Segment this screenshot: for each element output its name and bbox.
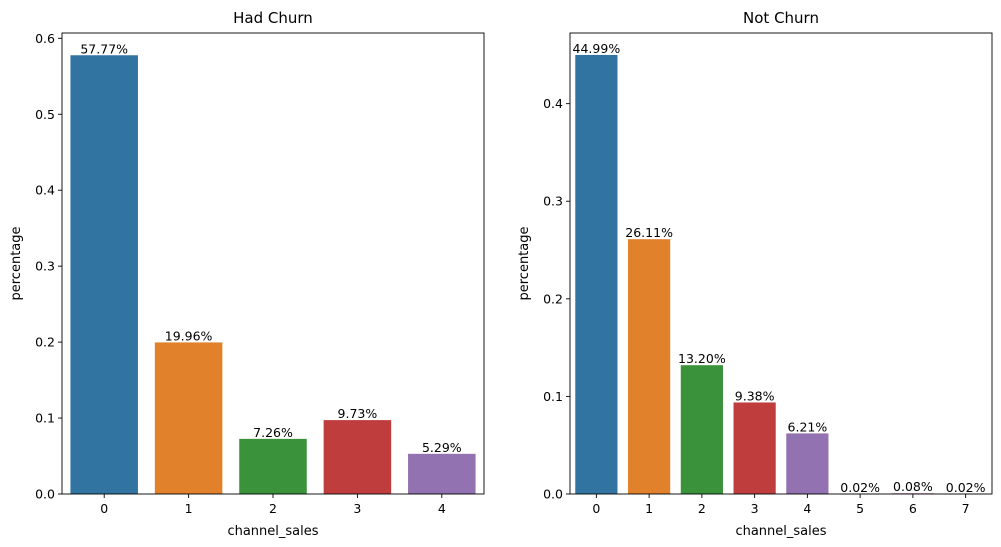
not-churn-bar-3 xyxy=(733,402,776,494)
had-churn-plot-frame xyxy=(61,32,485,495)
had-churn-data-label-2: 7.26% xyxy=(253,425,293,440)
had-churn-data-label-3: 9.73% xyxy=(338,406,378,421)
not-churn-y-tick-label-4: 0.4 xyxy=(543,96,563,111)
not-churn-y-tick-label-0: 0.0 xyxy=(543,487,563,502)
had-churn-x-tick-label-2: 2 xyxy=(269,501,277,516)
had-churn-y-tick-label-3: 0.3 xyxy=(35,259,55,274)
not-churn-data-label-0: 44.99% xyxy=(573,41,621,56)
had-churn-y-axis-label: percentage xyxy=(9,226,24,300)
not-churn-y-tick-label-2: 0.2 xyxy=(543,291,563,306)
not-churn-x-tick-label-0: 0 xyxy=(592,501,600,516)
not-churn-x-tick-label-2: 2 xyxy=(698,501,706,516)
had-churn-data-label-4: 5.29% xyxy=(422,440,462,455)
not-churn-plot-frame xyxy=(569,32,993,495)
had-churn-data-label-1: 19.96% xyxy=(165,328,213,343)
had-churn-x-tick-label-0: 0 xyxy=(100,501,108,516)
not-churn-bar-4 xyxy=(786,433,829,494)
not-churn-y-tick-label-3: 0.3 xyxy=(543,194,563,209)
not-churn-data-label-7: 0.02% xyxy=(946,480,986,495)
not-churn-x-tick-label-4: 4 xyxy=(803,501,811,516)
had-churn-bar-4 xyxy=(408,453,476,494)
not-churn-data-label-5: 0.02% xyxy=(840,480,880,495)
had-churn-y-tick-label-4: 0.4 xyxy=(35,183,55,198)
not-churn-data-label-6: 0.08% xyxy=(893,479,933,494)
had-churn-x-axis-label: channel_sales xyxy=(227,524,318,539)
had-churn-bar-2 xyxy=(239,438,307,494)
had-churn-x-tick-label-4: 4 xyxy=(438,501,446,516)
not-churn-bar-0 xyxy=(575,54,618,495)
had-churn-y-tick-label-0: 0.0 xyxy=(35,487,55,502)
not-churn-data-label-3: 9.38% xyxy=(735,388,775,403)
not-churn-x-tick-label-1: 1 xyxy=(645,501,653,516)
not-churn-x-tick-label-5: 5 xyxy=(856,501,864,516)
had-churn-y-tick-label-5: 0.5 xyxy=(35,107,55,122)
not-churn-chart-title: Not Churn xyxy=(743,9,819,27)
not-churn-data-label-2: 13.20% xyxy=(678,351,726,366)
had-churn-x-tick-label-3: 3 xyxy=(353,501,361,516)
not-churn-bar-2 xyxy=(680,365,723,494)
not-churn-data-label-1: 26.11% xyxy=(625,225,673,240)
not-churn-y-axis-label: percentage xyxy=(517,226,532,300)
chart-had-churn: 57.77% 0 19.96% 1 7.26% 2 9.73% 3 5.29% 4 0.0 0.1 0.… xyxy=(9,9,485,539)
not-churn-x-axis-label: channel_sales xyxy=(735,524,826,539)
had-churn-chart-title: Had Churn xyxy=(233,9,313,27)
had-churn-bar-1 xyxy=(154,342,223,494)
had-churn-bar-0 xyxy=(70,55,138,494)
had-churn-y-tick-label-1: 0.1 xyxy=(35,411,55,426)
not-churn-x-tick-label-3: 3 xyxy=(751,501,759,516)
had-churn-y-tick-label-2: 0.2 xyxy=(35,335,55,350)
not-churn-bar-1 xyxy=(628,239,671,494)
had-churn-data-label-0: 57.77% xyxy=(80,41,128,56)
had-churn-bar-3 xyxy=(323,420,392,494)
not-churn-data-label-4: 6.21% xyxy=(788,419,828,434)
chart-not-churn: 44.99% 0 26.11% 1 13.20% 2 9.38% 3 6.21% 4 0.02% 5 0… xyxy=(517,9,993,539)
not-churn-x-tick-label-6: 6 xyxy=(909,501,917,516)
not-churn-y-tick-label-1: 0.1 xyxy=(543,389,563,404)
had-churn-y-tick-label-6: 0.6 xyxy=(35,31,55,46)
not-churn-x-tick-label-7: 7 xyxy=(962,501,970,516)
had-churn-x-tick-label-1: 1 xyxy=(185,501,193,516)
